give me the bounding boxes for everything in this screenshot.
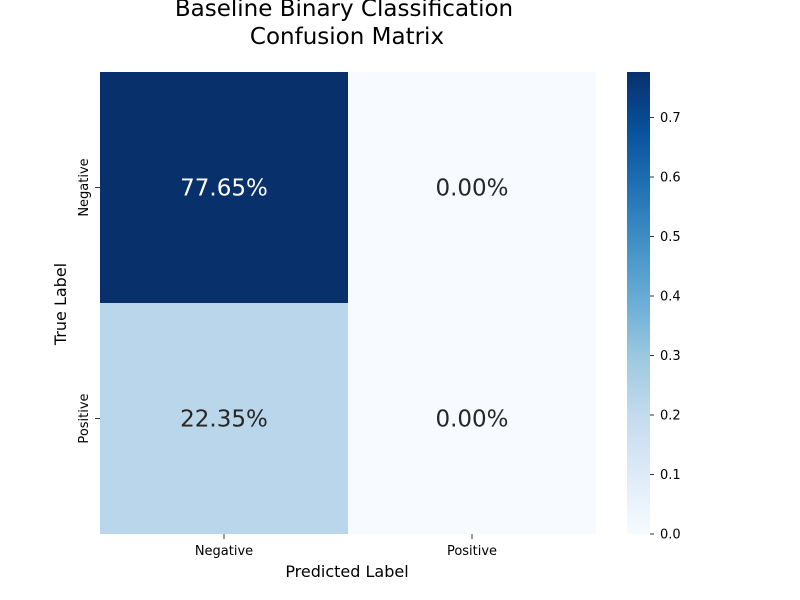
colorbar-tick-label: 0.6 xyxy=(660,171,681,186)
x-tick-label: Positive xyxy=(447,544,497,559)
y-axis-ticks: Negative Positive xyxy=(77,158,100,444)
colorbar-tick-label: 0.2 xyxy=(660,409,681,424)
colorbar xyxy=(627,72,650,534)
colorbar-ticks: 0.0 0.1 0.2 0.3 0.4 0.5 0.6 0.7 xyxy=(650,111,681,543)
chart-title-line-1: Baseline Binary Classification xyxy=(175,0,513,22)
colorbar-tick-label: 0.0 xyxy=(660,528,681,543)
x-axis-ticks: Negative Positive xyxy=(195,534,497,559)
colorbar-tick-label: 0.7 xyxy=(660,111,681,126)
cell-value-label: 22.35% xyxy=(180,407,268,433)
cell-value-label: 77.65% xyxy=(180,176,268,202)
y-tick-label: Positive xyxy=(77,393,92,443)
x-axis-label: Predicted Label xyxy=(285,562,408,581)
heatmap-cell-negative-positive xyxy=(348,72,596,303)
y-axis-label: True Label xyxy=(51,263,70,346)
cell-value-label: 0.00% xyxy=(435,176,508,202)
x-tick-label: Negative xyxy=(195,544,253,559)
heatmap-cell-negative-negative xyxy=(100,72,348,303)
heatmap-cell-positive-negative xyxy=(100,303,348,534)
y-tick-label: Negative xyxy=(77,158,92,216)
colorbar-tick-label: 0.1 xyxy=(660,468,681,483)
colorbar-tick-label: 0.3 xyxy=(660,349,681,364)
colorbar-tick-label: 0.4 xyxy=(660,290,681,305)
heatmap-cells: 77.65% 0.00% 22.35% 0.00% xyxy=(100,72,596,534)
cell-value-label: 0.00% xyxy=(435,407,508,433)
chart-title-line-2: Confusion Matrix xyxy=(250,24,444,50)
colorbar-tick-label: 0.5 xyxy=(660,230,681,245)
heatmap-cell-positive-positive xyxy=(348,303,596,534)
